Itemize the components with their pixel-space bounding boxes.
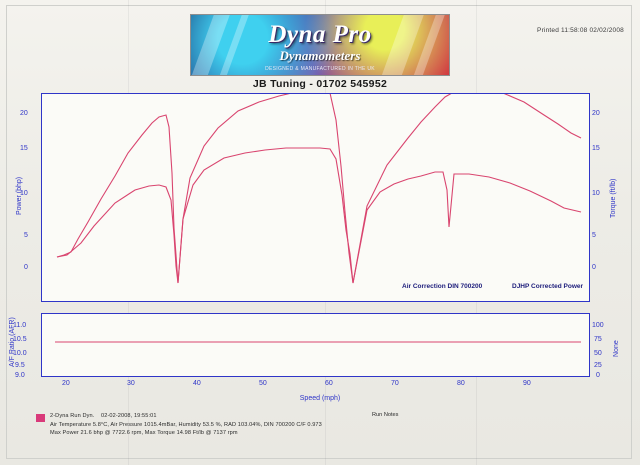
- run-color-swatch: [36, 414, 45, 422]
- x-tick-20: 20: [62, 380, 70, 387]
- logo-title: Dyna Pro: [268, 21, 372, 48]
- x-tick-90: 90: [523, 380, 531, 387]
- left-axis-label: Power (bhp): [16, 176, 23, 215]
- power-torque-plot: [56, 94, 582, 284]
- x-tick-40: 40: [193, 380, 201, 387]
- x-tick-80: 80: [457, 380, 465, 387]
- afr-right-tick-75: 75: [594, 336, 602, 343]
- afr-right-tick-50: 50: [594, 350, 602, 357]
- footer-run-line: 2-Dyna Run Dyn. 02-02-2008, 19:55:01: [50, 412, 322, 421]
- afr-chart: [41, 313, 590, 377]
- right-axis-label: Torque (ft/lb): [610, 178, 617, 218]
- torque-curve: [56, 147, 582, 284]
- afr-left-axis-label: A/F Ratio (AFR): [9, 317, 16, 367]
- x-tick-30: 30: [127, 380, 135, 387]
- footer-block: 2-Dyna Run Dyn. 02-02-2008, 19:55:01 Air…: [50, 412, 322, 438]
- footer-conditions: Air Temperature 5.8°C, Air Pressure 1015…: [50, 421, 322, 428]
- power-torque-chart: Air Correction DIN 700200 DJHP Corrected…: [41, 93, 590, 302]
- left-tick-20: 20: [20, 110, 28, 117]
- corrected-power-note: DJHP Corrected Power: [512, 283, 584, 290]
- page-title: JB Tuning - 01702 545952: [252, 78, 388, 90]
- logo-subtitle: Dynamometers: [279, 48, 361, 63]
- afr-left-tick-95: 9.5: [15, 362, 25, 369]
- run-notes-label: Run Notes: [372, 412, 399, 418]
- afr-right-axis-label: None: [613, 340, 620, 357]
- power-curve: [56, 94, 582, 284]
- page-border: [6, 5, 632, 459]
- left-tick-0: 0: [24, 264, 28, 271]
- afr-right-tick-0: 0: [596, 372, 600, 379]
- afr-right-tick-100: 100: [592, 322, 604, 329]
- x-tick-60: 60: [325, 380, 333, 387]
- x-axis-label: Speed (mph): [299, 395, 341, 402]
- left-tick-15: 15: [20, 145, 28, 152]
- right-tick-15: 15: [592, 145, 600, 152]
- run-date: 02-02-2008, 19:55:01: [101, 413, 157, 419]
- afr-plot: [55, 341, 581, 343]
- run-label: 2-Dyna Run Dyn.: [50, 413, 95, 419]
- logo-tagline: DESIGNED & MANUFACTURED IN THE UK: [265, 66, 375, 72]
- printed-timestamp: Printed 11:58:08 02/02/2008: [537, 27, 624, 34]
- afr-left-tick-90: 9.0: [15, 372, 25, 379]
- footer-maxima: Max Power 21.6 bhp @ 7722.6 rpm, Max Tor…: [50, 430, 238, 437]
- afr-left-tick-105: 10.5: [13, 336, 27, 343]
- right-tick-10: 10: [592, 190, 600, 197]
- air-correction-note: Air Correction DIN 700200: [402, 283, 483, 290]
- afr-left-tick-100: 10.0: [13, 350, 27, 357]
- right-tick-5: 5: [592, 232, 596, 239]
- afr-right-tick-25: 25: [594, 362, 602, 369]
- left-tick-10: 10: [20, 190, 28, 197]
- right-tick-0: 0: [592, 264, 596, 271]
- x-tick-50: 50: [259, 380, 267, 387]
- left-tick-5: 5: [24, 232, 28, 239]
- right-tick-20: 20: [592, 110, 600, 117]
- logo-background: [191, 15, 449, 75]
- x-tick-70: 70: [391, 380, 399, 387]
- dynapro-logo: Dyna Pro Dynamometers DESIGNED & MANUFAC…: [190, 14, 450, 76]
- afr-left-tick-110: 11.0: [13, 322, 27, 329]
